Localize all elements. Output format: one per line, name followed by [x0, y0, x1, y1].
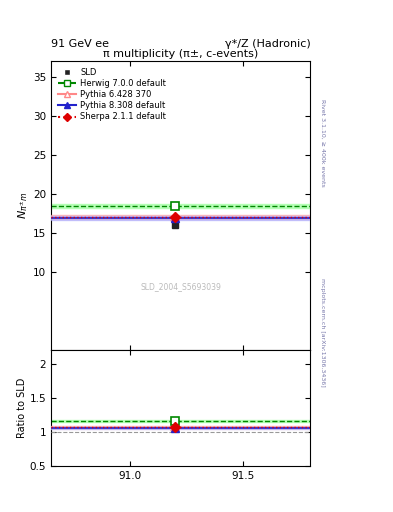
Legend: SLD, Herwig 7.0.0 default, Pythia 6.428 370, Pythia 8.308 default, Sherpa 2.1.1 : SLD, Herwig 7.0.0 default, Pythia 6.428 …	[55, 66, 169, 124]
Bar	[51, 217, 310, 220]
Bar	[51, 420, 310, 422]
Bar	[51, 215, 310, 219]
Bar	[51, 426, 310, 429]
Bar	[51, 426, 310, 429]
Text: 91 GeV ee: 91 GeV ee	[51, 38, 109, 49]
Text: γ*/Z (Hadronic): γ*/Z (Hadronic)	[225, 38, 310, 49]
Bar	[51, 215, 310, 219]
Bar	[51, 204, 310, 208]
Text: Rivet 3.1.10, ≥ 400k events: Rivet 3.1.10, ≥ 400k events	[320, 99, 325, 187]
Text: mcplots.cern.ch [arXiv:1306.3436]: mcplots.cern.ch [arXiv:1306.3436]	[320, 279, 325, 387]
Y-axis label: $N_{\pi^{\pm}m}$: $N_{\pi^{\pm}m}$	[17, 193, 30, 220]
Bar	[51, 427, 310, 429]
Y-axis label: Ratio to SLD: Ratio to SLD	[17, 378, 27, 438]
Title: π multiplicity (π±, c-events): π multiplicity (π±, c-events)	[103, 49, 259, 59]
Text: SLD_2004_S5693039: SLD_2004_S5693039	[140, 282, 221, 291]
